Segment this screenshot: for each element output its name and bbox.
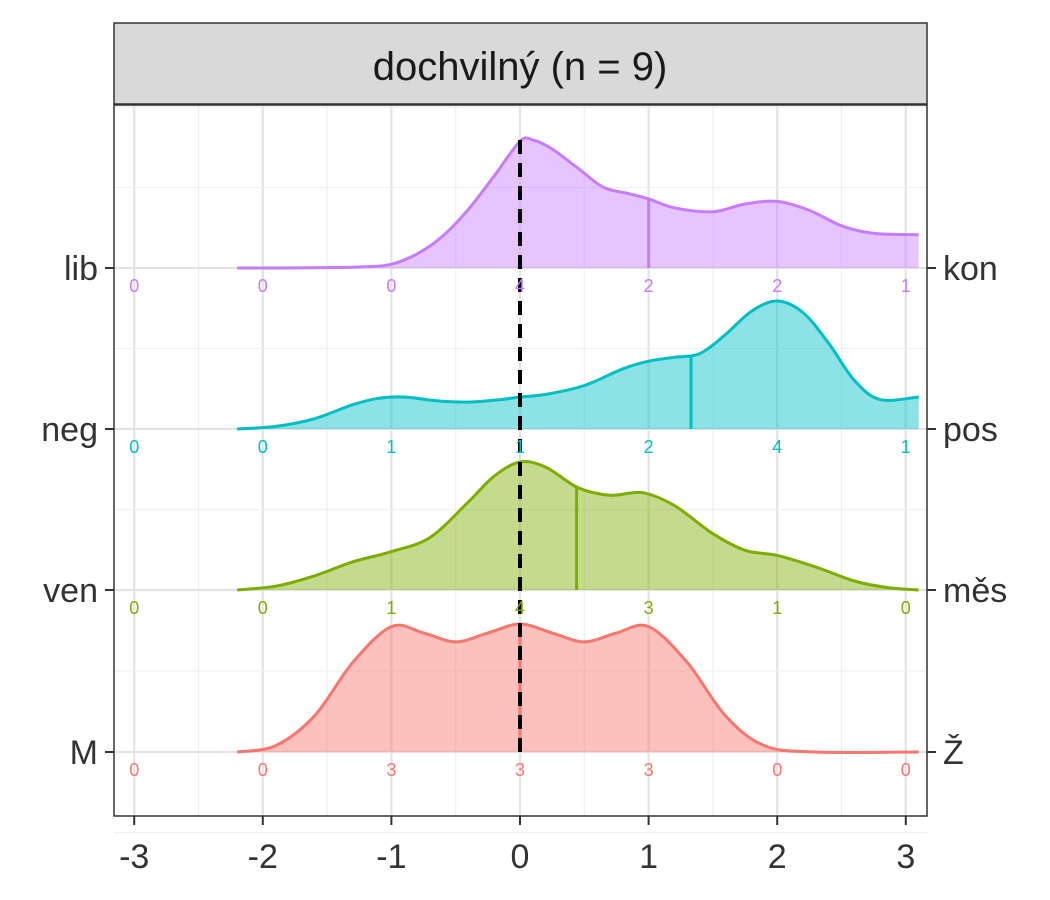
x-tick-label: 1 (639, 838, 658, 876)
count-label: 1 (515, 437, 525, 457)
count-label: 0 (386, 276, 396, 296)
count-label: 3 (644, 598, 654, 618)
x-tick-label: 0 (511, 838, 530, 876)
count-label: 0 (258, 276, 268, 296)
count-label: 2 (772, 276, 782, 296)
count-label: 0 (129, 760, 139, 780)
count-label: 4 (772, 437, 782, 457)
count-label: 0 (258, 598, 268, 618)
density-line (236, 622, 919, 754)
axes: -3 -2 -1 0 1 2 3 lib kon neg pos ven měs M Ž (41, 250, 1007, 876)
count-label: 1 (901, 437, 911, 457)
count-label: 1 (772, 598, 782, 618)
density-area (237, 137, 919, 268)
facet-strip-background (113, 22, 928, 105)
y-right-label: pos (943, 411, 998, 449)
count-label: 3 (644, 760, 654, 780)
count-label: 0 (129, 437, 139, 457)
density-area (237, 624, 919, 753)
y-left-label: ven (43, 572, 98, 610)
x-tick-label: -3 (119, 838, 149, 876)
ridges (236, 136, 919, 754)
x-tick-label: 2 (768, 838, 787, 876)
count-label: 0 (129, 276, 139, 296)
count-label: 0 (258, 760, 268, 780)
y-right-label: měs (943, 572, 1007, 610)
count-label: 0 (772, 760, 782, 780)
y-right-label: Ž (943, 734, 964, 772)
count-label: 4 (515, 598, 525, 618)
density-area (237, 300, 919, 429)
count-label: 0 (258, 437, 268, 457)
ridge-M-Ž (236, 622, 919, 754)
ridge-ven-měs (236, 460, 919, 592)
y-left-label: M (70, 734, 98, 772)
facet-strip: dochvilný (n = 9) (113, 22, 928, 105)
y-right-label: kon (943, 250, 998, 288)
x-tick-label: -2 (248, 838, 278, 876)
count-labels: 0 0 0 4 2 2 1 0 0 1 1 2 4 1 0 0 1 4 3 1 0 0 0 3 3 3 0 0 (129, 276, 911, 780)
count-label: 4 (515, 276, 525, 296)
count-label: 3 (515, 760, 525, 780)
chart-title: dochvilný (n = 9) (373, 45, 668, 89)
ridge-lib-kon (237, 136, 919, 270)
x-tick-label: -1 (376, 838, 406, 876)
count-label: 1 (386, 437, 396, 457)
count-label: 0 (129, 598, 139, 618)
density-line (237, 136, 919, 270)
count-label: 1 (386, 598, 396, 618)
y-left-label: lib (64, 250, 98, 288)
count-label: 0 (901, 598, 911, 618)
ridge-neg-pos (236, 299, 919, 431)
x-tick-label: 3 (896, 838, 915, 876)
count-label: 1 (901, 276, 911, 296)
count-label: 0 (901, 760, 911, 780)
density-line (236, 299, 919, 431)
count-label: 2 (644, 437, 654, 457)
count-label: 2 (644, 276, 654, 296)
count-label: 3 (386, 760, 396, 780)
y-left-label: neg (41, 411, 98, 449)
